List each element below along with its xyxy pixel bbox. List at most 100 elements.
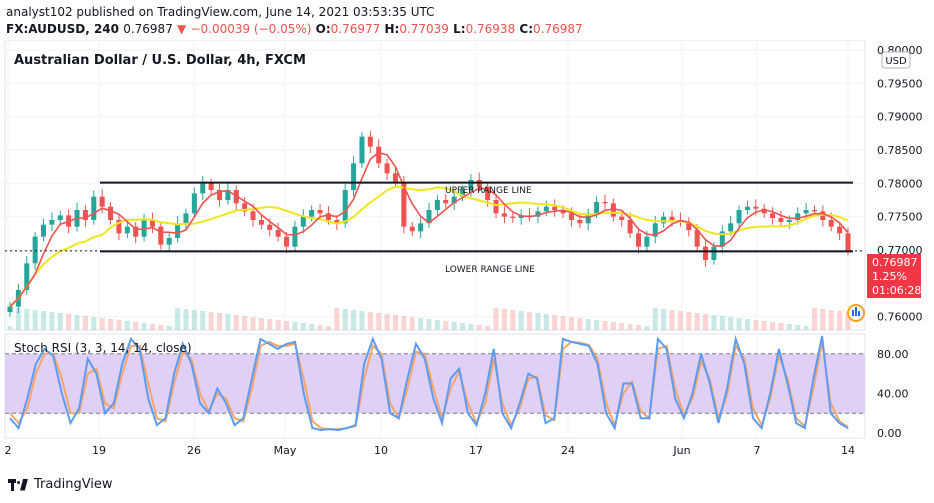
candle-body <box>627 220 633 234</box>
candle-body <box>258 220 264 225</box>
candle-body <box>501 213 507 217</box>
candle-body <box>108 206 114 220</box>
y-tick-label: 0.77000 <box>877 244 923 257</box>
candle-body <box>703 246 709 260</box>
candle-body <box>225 190 231 200</box>
candle-body <box>183 213 189 224</box>
candle-body <box>384 163 390 174</box>
candle-body <box>158 226 164 245</box>
volume-bar <box>568 317 574 330</box>
open-value: 0.76977 <box>330 22 381 36</box>
candle-body <box>317 210 323 214</box>
open-label: O: <box>315 22 331 36</box>
candle-body <box>711 246 717 260</box>
volume-bar <box>434 320 440 330</box>
y-tick-label: 0.79000 <box>877 111 923 124</box>
volume-bar <box>158 325 164 330</box>
volume-bar <box>57 313 63 330</box>
upper-range-label: UPPER RANGE LINE <box>445 186 532 196</box>
x-tick-label: 2 <box>5 444 12 457</box>
volume-bar <box>300 323 306 330</box>
candle-body <box>359 136 365 164</box>
candle-body <box>166 238 172 245</box>
candle-body <box>325 213 331 220</box>
volume-bar <box>552 315 558 330</box>
candle-body <box>602 202 608 204</box>
candle-body <box>661 216 667 224</box>
slow-moving-average-line <box>9 185 849 308</box>
tradingview-logo-icon <box>8 478 28 491</box>
candle-body <box>518 215 524 218</box>
ohlc-line: FX:AUDUSD, 240 0.76987 ▼ −0.00039 (−0.05… <box>6 22 583 36</box>
candle-body <box>149 220 155 227</box>
volume-bar <box>635 325 642 330</box>
volume-bar <box>602 321 608 330</box>
price-pane[interactable] <box>4 40 866 331</box>
volume-bar <box>200 311 206 330</box>
y-tick-label: 0.77500 <box>877 211 923 224</box>
candle-body <box>275 230 281 237</box>
candle-body <box>7 306 13 312</box>
candle-body <box>828 220 834 227</box>
volume-bar <box>828 310 834 330</box>
candle-body <box>250 211 256 220</box>
volume-bar <box>711 315 717 330</box>
x-tick-label: 17 <box>469 444 483 457</box>
candle-body <box>610 203 616 217</box>
tradingview-brand[interactable]: TradingView <box>8 477 113 492</box>
candle-body <box>451 196 457 204</box>
volume-bar <box>677 311 683 330</box>
high-value: 0.77039 <box>399 22 449 36</box>
currency-badge-box[interactable] <box>881 51 911 69</box>
volume-bar <box>74 315 80 330</box>
low-label: L: <box>453 22 466 36</box>
candle-body <box>770 213 776 218</box>
volume-bar <box>258 318 264 330</box>
volume-bar <box>124 321 130 330</box>
symbol-label: FX:AUDUSD, 240 <box>6 22 120 36</box>
volume-bar <box>652 308 658 330</box>
candle-body <box>208 183 214 190</box>
volume-bar <box>560 316 566 330</box>
candle-body <box>292 226 298 247</box>
volume-bar <box>820 309 826 330</box>
volume-bar <box>543 314 549 330</box>
candle-body <box>392 173 398 184</box>
candle-body <box>426 210 432 224</box>
candle-body <box>141 220 147 237</box>
x-tick-label: 10 <box>374 444 388 457</box>
candle-body <box>795 213 801 220</box>
price-chart[interactable]: 2 19 26 May 10 17 24 Jun 7 140.800000.795000.7900… <box>0 40 934 470</box>
candle-body <box>434 200 440 210</box>
volume-bar <box>501 309 507 330</box>
candle-body <box>635 233 642 247</box>
volume-bar <box>275 320 281 330</box>
volume-bar <box>493 308 499 330</box>
volume-bar <box>736 318 742 330</box>
volume-bar <box>24 309 30 330</box>
candle-body <box>284 236 290 247</box>
lower-range-label: LOWER RANGE LINE <box>445 265 535 275</box>
volume-bar <box>577 318 583 330</box>
candle-body <box>619 216 625 220</box>
chart-title: Australian Dollar / U.S. Dollar, 4h, FXC… <box>14 53 306 68</box>
candle-body <box>493 200 499 214</box>
volume-bar <box>585 319 591 330</box>
volume-bar <box>694 313 700 330</box>
candle-body <box>652 223 658 237</box>
volume-bar <box>141 323 147 330</box>
volume-bar <box>627 324 633 330</box>
volume-bar <box>225 314 231 330</box>
candle-body <box>91 196 97 220</box>
volume-bar <box>325 326 331 330</box>
candle-body <box>803 210 809 214</box>
candle-body <box>57 215 63 220</box>
volume-bar <box>99 318 105 330</box>
candle-body <box>418 223 424 232</box>
volume-bar <box>309 324 315 330</box>
x-tick-label: Jun <box>672 444 690 457</box>
volume-bar <box>401 316 407 330</box>
volume-bar <box>175 308 181 330</box>
candle-body <box>736 210 742 224</box>
indicator-icon[interactable] <box>847 304 865 322</box>
